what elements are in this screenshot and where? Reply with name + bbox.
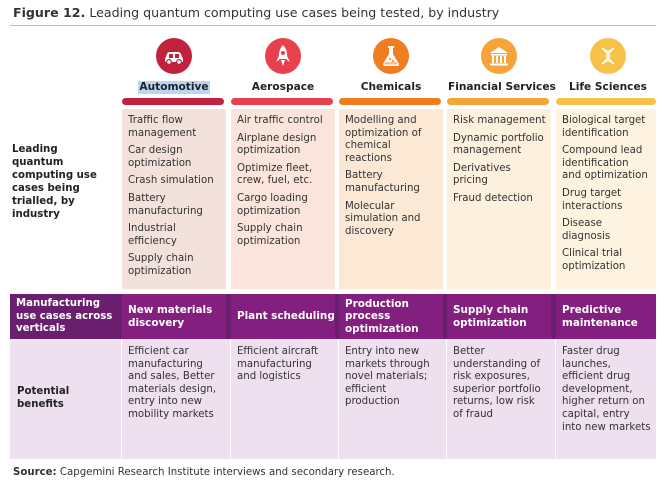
financial-services-benefit: Better understanding of risk exposures, … [453,346,541,420]
list-item: Molecular simulation and discovery [345,200,421,237]
financial-services-use-cases: Risk management Dynamic portfolio manage… [447,109,551,289]
aerospace-manufacturing-use-case: Plant scheduling [231,294,335,339]
list-item: Drug target interactions [562,187,623,212]
list-item: Disease diagnosis [562,218,611,242]
rocket-icon [265,38,301,74]
industry-name-life-sciences: Life Sciences [569,81,647,93]
list-item: Cargo loading optimization [237,192,308,217]
list-item: Car design optimization [128,145,192,169]
title-divider [10,25,656,26]
list-item: Dynamic portfolio management [453,132,544,157]
list-item: Airplane design optimization [237,132,317,157]
industry-header-chemicals: Chemicals [339,38,443,104]
divider [446,339,447,459]
source-note: Source: Capgemini Research Institute int… [13,467,395,478]
list-item: Compound lead identification and optimiz… [562,145,648,182]
list-item: Battery manufacturing [128,192,203,217]
life-sciences-color-bar [556,98,656,105]
list-item: Supply chain optimization [128,253,194,277]
automotive-color-bar [122,98,224,105]
source-label: Source: [13,467,57,478]
aerospace-use-cases: Air traffic control Airplane design opti… [231,109,335,289]
manufacturing-row-label: Manufacturing use cases across verticals [16,298,113,335]
list-item: Risk management [453,115,546,126]
list-item: Battery manufacturing [345,170,420,194]
industry-name-automotive: Automotive [138,81,210,94]
industry-header-automotive: Automotive [122,38,226,104]
financial-services-manufacturing-use-case: Supply chain optimization [447,294,551,339]
list-item: Fraud detection [453,192,533,204]
industry-header-financial-services: Financial Services [447,38,556,104]
list-item: Optimize fleet, crew, fuel, etc. [237,162,313,187]
industry-name-chemicals: Chemicals [360,81,422,93]
use-cases-row-label: Leading quantum computing use cases bein… [12,144,97,220]
source-text: Capgemini Research Institute interviews … [59,467,395,478]
aerospace-benefit: Efficient aircraft manufacturing and log… [237,346,319,383]
life-sciences-use-cases: Biological target identification Compoun… [556,109,656,289]
divider [555,339,556,459]
list-item: Derivatives pricing [453,162,511,187]
list-item: Supply chain optimization [237,223,303,247]
list-item: Biological target identification [562,115,646,139]
automotive-use-cases: Traffic flow management Car design optim… [122,109,226,289]
flask-icon [373,38,409,74]
figure-title-text: Leading quantum computing use cases bein… [89,5,500,20]
divider [338,339,339,459]
divider [121,339,122,459]
list-item: Crash simulation [128,175,214,187]
bank-icon [481,38,517,74]
benefits-row: Potential benefits Efficient car manufac… [10,339,656,459]
list-item: Traffic flow management [128,115,197,139]
life-sciences-benefit: Faster drug launches, efficient drug dev… [562,346,651,433]
chemicals-use-cases: Modelling and optimization of chemical r… [339,109,443,289]
financial-services-color-bar [447,98,549,105]
aerospace-color-bar [231,98,333,105]
life-sciences-manufacturing-use-case: Predictive maintenance [556,294,656,339]
car-icon [156,38,192,74]
industry-header-life-sciences: Life Sciences [556,38,660,104]
benefits-row-label: Potential benefits [17,386,70,410]
chemicals-benefit: Entry into new markets through novel mat… [345,346,430,408]
industry-name-aerospace: Aerospace [251,81,315,93]
list-item: Clinical trial optimization [562,248,626,272]
industry-name-financial-services: Financial Services [448,81,556,93]
list-item: Industrial efficiency [128,223,177,247]
automotive-manufacturing-use-case: New materials discovery [122,294,226,339]
chemicals-manufacturing-use-case: Production process optimization [339,294,443,339]
automotive-benefit: Efficient car manufacturing and sales, B… [128,346,217,420]
divider [230,339,231,459]
dna-icon [590,38,626,74]
figure-label: Figure 12. [13,5,86,20]
manufacturing-row: Manufacturing use cases across verticals… [10,294,656,339]
chemicals-color-bar [339,98,441,105]
industry-header-aerospace: Aerospace [231,38,335,104]
list-item: Modelling and optimization of chemical r… [345,115,422,164]
list-item: Air traffic control [237,115,323,126]
figure-title: Figure 12. Leading quantum computing use… [13,5,499,20]
